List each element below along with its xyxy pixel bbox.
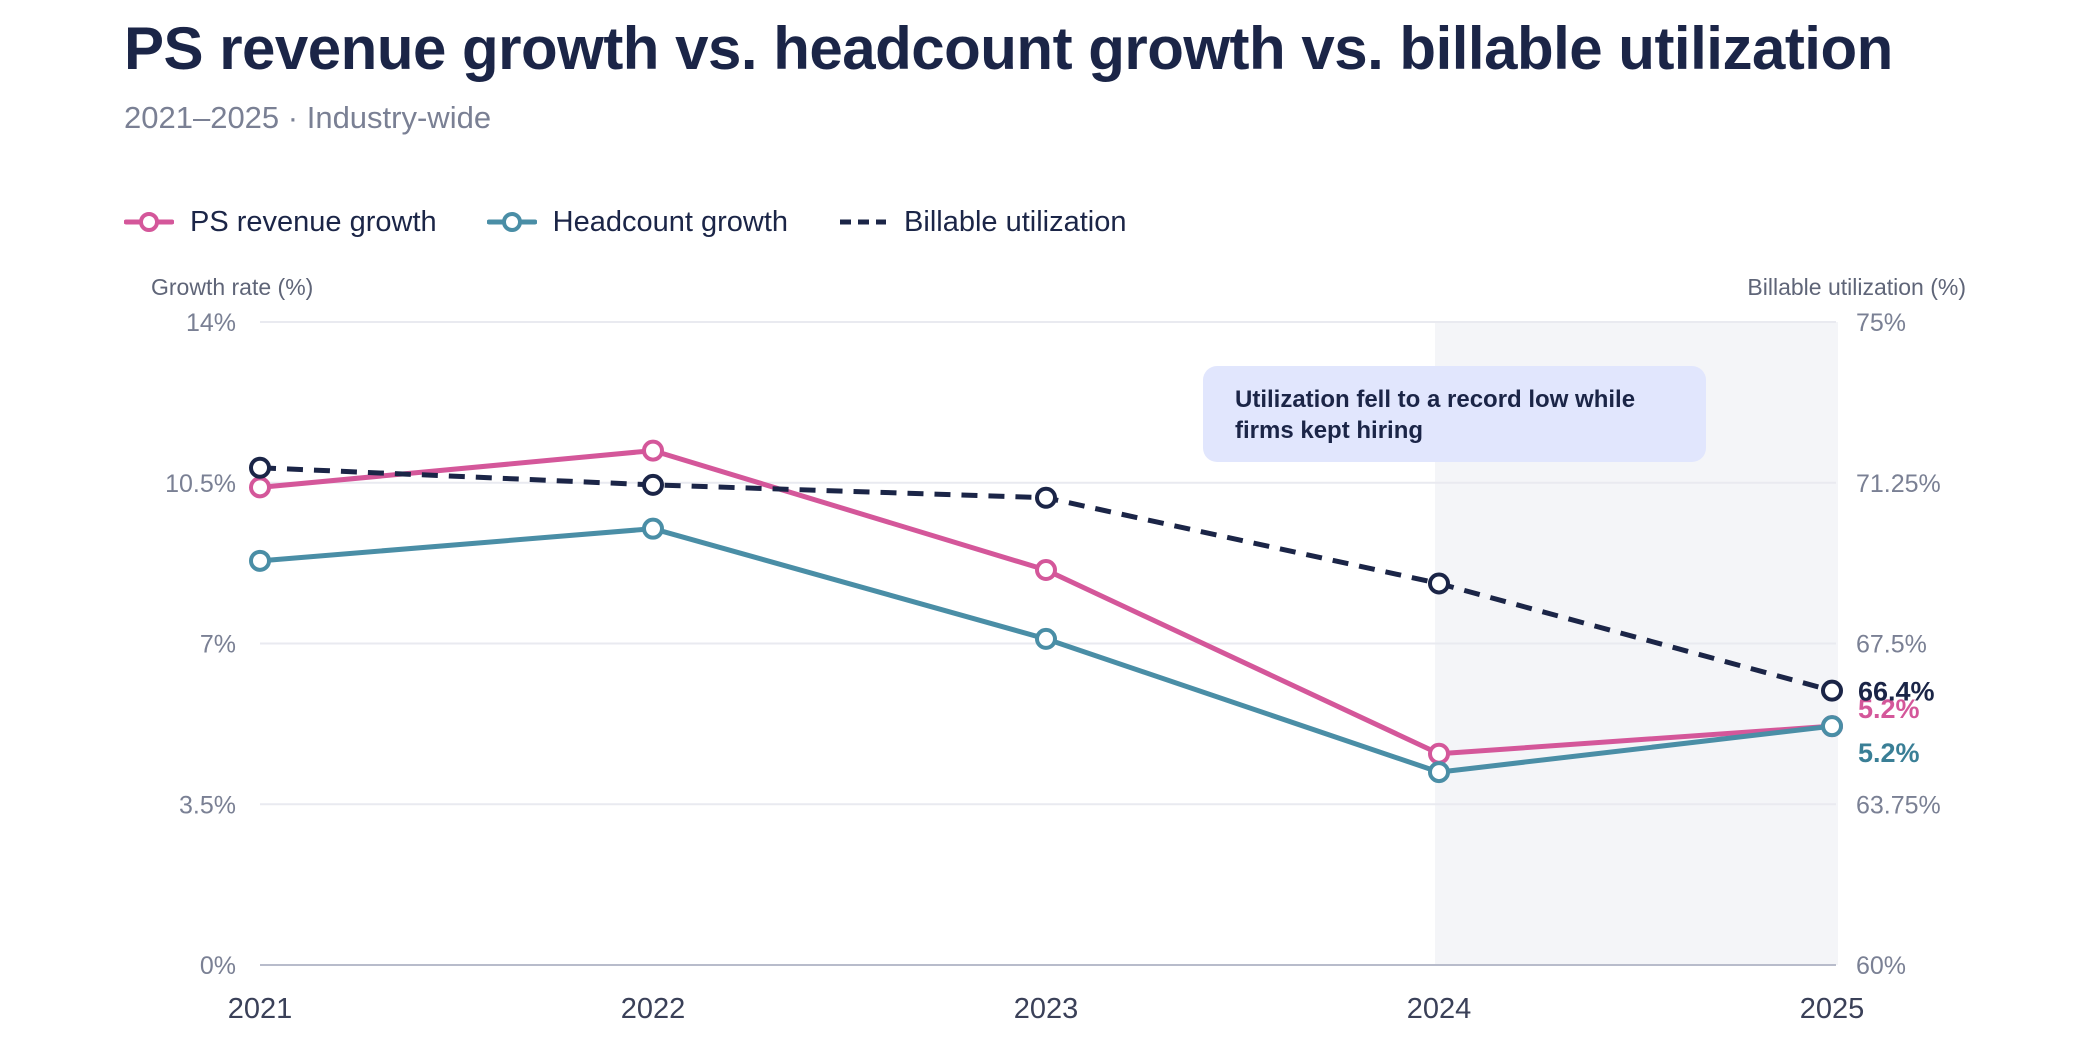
y-right-tick-label: 63.75% bbox=[1856, 791, 1941, 819]
legend-item-headcount[interactable]: Headcount growth bbox=[486, 205, 789, 239]
chart-title: PS revenue growth vs. headcount growth v… bbox=[124, 15, 1893, 82]
y-left-tick-label: 14% bbox=[186, 309, 236, 337]
series-end-label-2: 66.4% bbox=[1858, 677, 1935, 707]
annotation-text-line-2: firms kept hiring bbox=[1235, 417, 1423, 444]
legend-label-headcount: Headcount growth bbox=[552, 205, 789, 238]
series-point-1-1 bbox=[642, 517, 664, 540]
legend-swatch-headcount bbox=[486, 212, 537, 232]
y-left-tick-label: 10.5% bbox=[165, 470, 236, 498]
legend-label-revenue: PS revenue growth bbox=[190, 205, 437, 238]
series-end-label-0: 5.2% bbox=[1858, 694, 1920, 724]
series-point-1-0 bbox=[249, 549, 271, 572]
series-point-2-2 bbox=[1035, 486, 1057, 509]
y-right-tick-label: 67.5% bbox=[1856, 631, 1927, 659]
legend-item-utilization[interactable]: Billable utilization bbox=[838, 205, 1127, 239]
y-left-axis-title: Growth rate (%) bbox=[151, 274, 313, 300]
y-right-axis-title: Billable utilization (%) bbox=[1747, 274, 1966, 300]
series-point-2-3 bbox=[1428, 572, 1450, 595]
series-point-2-1 bbox=[642, 473, 664, 496]
series-point-0-2 bbox=[1035, 559, 1057, 582]
legend-label-utilization: Billable utilization bbox=[904, 205, 1127, 238]
legend-item-revenue[interactable]: PS revenue growth bbox=[124, 206, 437, 239]
chart-subtitle: 2021–2025 · Industry-wide bbox=[124, 100, 492, 135]
annotation-text-line-1: Utilization fell to a record low while bbox=[1235, 386, 1635, 413]
y-right-tick-label: 60% bbox=[1856, 952, 1906, 980]
x-tick-label: 2021 bbox=[228, 993, 293, 1025]
x-tick-label: 2023 bbox=[1014, 993, 1079, 1025]
y-right-tick-label: 75% bbox=[1856, 309, 1906, 337]
legend-swatch-utilization bbox=[840, 219, 887, 225]
series-point-1-2 bbox=[1035, 627, 1057, 650]
annotation-box bbox=[1203, 366, 1706, 462]
x-tick-label: 2025 bbox=[1800, 993, 1865, 1025]
series-end-label-1: 5.2% bbox=[1858, 738, 1920, 768]
series-point-0-0 bbox=[249, 476, 271, 499]
series-point-1-3 bbox=[1428, 761, 1450, 784]
series-point-1-4 bbox=[1821, 715, 1843, 738]
y-left-tick-label: 0% bbox=[200, 952, 236, 980]
legend: PS revenue growth Headcount growth Billa… bbox=[124, 202, 1127, 242]
series-point-0-1 bbox=[642, 439, 664, 462]
legend-swatch-revenue bbox=[124, 212, 174, 232]
y-left-tick-label: 3.5% bbox=[179, 791, 236, 819]
x-tick-label: 2024 bbox=[1407, 993, 1472, 1025]
series-point-2-0 bbox=[249, 456, 271, 479]
y-right-tick-label: 71.25% bbox=[1856, 470, 1941, 498]
y-left-tick-label: 7% bbox=[200, 631, 236, 659]
series-point-2-4 bbox=[1821, 679, 1843, 702]
x-tick-label: 2022 bbox=[621, 993, 686, 1025]
series-point-0-3 bbox=[1428, 742, 1450, 765]
